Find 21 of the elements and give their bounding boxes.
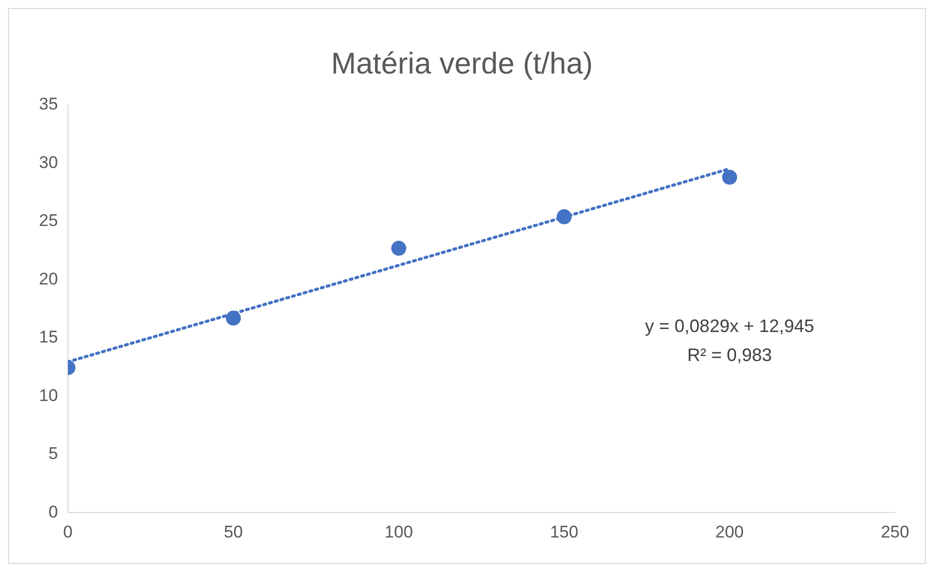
y-tick-label: 30 [38, 152, 58, 172]
x-tick-label: 50 [224, 522, 243, 542]
y-tick-label: 10 [38, 386, 58, 405]
y-tick-label: 0 [48, 502, 58, 522]
point [226, 310, 241, 326]
annotation: y = 0,0829x + 12,945 [645, 316, 814, 336]
y-tick-label: 20 [38, 269, 58, 288]
y-tick-label: 25 [38, 211, 58, 230]
y-tick-label: 5 [48, 444, 58, 464]
x-tick-label: 100 [384, 522, 413, 542]
y-tick-label: 35 [38, 94, 58, 114]
x-tick-label: 250 [880, 522, 910, 542]
y-tick-label: 15 [38, 328, 58, 347]
x-tick-label: 200 [715, 522, 744, 542]
point [391, 240, 406, 256]
point [722, 170, 738, 185]
annotation: R² = 0,983 [687, 345, 772, 366]
x-tick-label: 150 [550, 522, 578, 542]
point [556, 209, 572, 224]
chart-title: Matéria verde (t/ha) [331, 47, 593, 80]
x-tick-label: 0 [63, 522, 73, 542]
